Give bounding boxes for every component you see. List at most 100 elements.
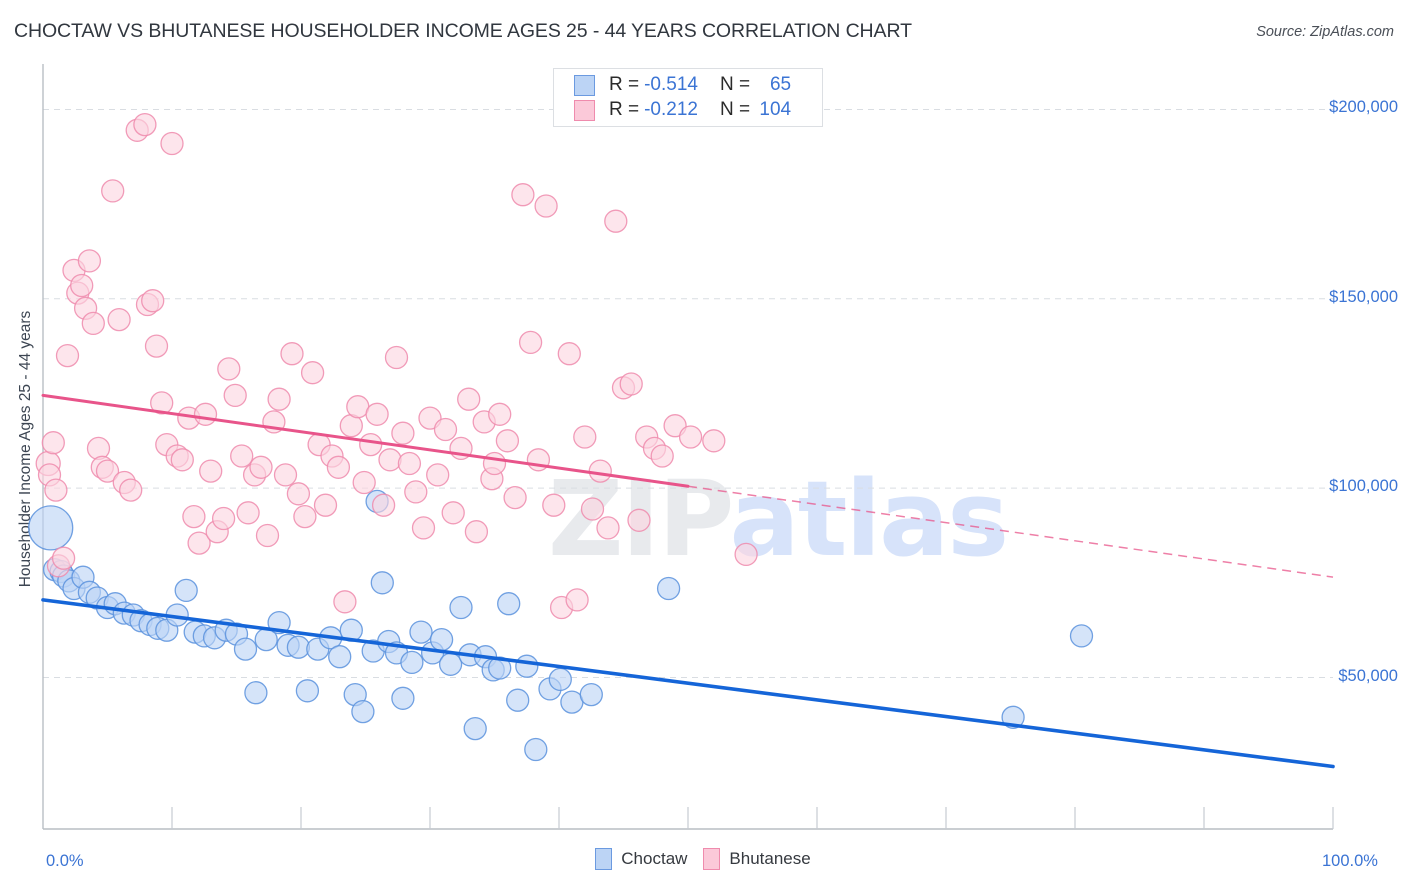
data-point — [702, 429, 726, 453]
data-point — [170, 448, 194, 472]
legend-row-bhutanese: R = -0.212 N = 104 — [574, 97, 791, 123]
series-label-bhutanese: Bhutanese — [729, 849, 811, 868]
data-point — [81, 311, 105, 336]
plot-area: ZIPatlas — [28, 64, 1335, 830]
data-point — [579, 682, 603, 707]
data-point — [286, 482, 311, 506]
data-point — [411, 516, 436, 540]
data-point — [580, 497, 605, 521]
data-point — [1069, 624, 1094, 648]
legend-row-choctaw: R = -0.514 N = 65 — [574, 72, 791, 98]
data-point — [77, 249, 102, 273]
data-point — [28, 505, 74, 551]
data-point — [295, 679, 320, 703]
data-point — [70, 273, 94, 298]
data-point — [217, 357, 241, 381]
data-point — [119, 478, 143, 502]
series-points-choctaw — [28, 489, 1094, 762]
page-title: CHOCTAW VS BHUTANESE HOUSEHOLDER INCOME … — [14, 20, 912, 42]
data-point — [482, 451, 507, 476]
series-points-bhutanese — [35, 112, 758, 620]
data-point — [400, 650, 424, 675]
data-point — [326, 455, 351, 479]
data-point — [384, 345, 409, 370]
data-point — [280, 342, 304, 366]
data-point — [351, 699, 375, 724]
data-point — [515, 654, 539, 678]
data-point — [44, 478, 68, 502]
series-legend-item-bhutanese[interactable]: Bhutanese — [703, 848, 811, 870]
data-point — [464, 520, 489, 544]
legend-swatch-choctaw — [574, 74, 595, 96]
data-point — [101, 179, 125, 203]
series-label-choctaw: Choctaw — [621, 849, 688, 868]
data-point — [438, 652, 463, 676]
data-point — [174, 578, 198, 603]
data-point — [273, 463, 298, 487]
trendline-choctaw — [41, 598, 1335, 769]
data-point — [86, 436, 111, 461]
legend-r-label-1: R = — [609, 99, 640, 120]
data-point — [244, 681, 268, 705]
source-attribution: Source: ZipAtlas.com — [1256, 24, 1394, 40]
data-point — [497, 592, 521, 616]
data-point — [300, 361, 325, 385]
data-point — [133, 112, 157, 137]
data-point — [249, 455, 273, 479]
data-point — [506, 688, 530, 712]
data-point — [495, 429, 520, 453]
data-point — [51, 546, 76, 570]
correlation-legend: R = -0.514 N = 65 R = -0.212 N = 104 — [553, 68, 823, 127]
data-point — [650, 444, 674, 468]
legend-n-label-0: N = — [719, 74, 751, 95]
scatter-svg — [28, 64, 1335, 830]
legend-r-value-1: -0.212 — [644, 99, 698, 120]
data-point — [41, 431, 65, 455]
data-point — [734, 542, 758, 567]
data-point — [426, 463, 450, 487]
data-point — [182, 504, 206, 529]
data-point — [503, 485, 527, 510]
data-point — [333, 590, 357, 614]
data-point — [352, 470, 376, 495]
data-point — [656, 576, 681, 601]
data-point — [391, 421, 415, 445]
data-point — [588, 459, 612, 483]
data-point — [441, 501, 465, 525]
data-point — [596, 516, 620, 540]
data-point — [236, 501, 260, 525]
x-axis-min-label: 0.0% — [46, 852, 84, 870]
data-point — [619, 372, 643, 396]
trendline-bhutanese — [41, 393, 690, 488]
y-tick-label-100000: $100,000 — [1329, 477, 1398, 496]
data-point — [557, 342, 581, 366]
legend-swatch-bhutanese — [574, 99, 595, 121]
data-point — [193, 402, 218, 426]
data-point — [107, 307, 131, 332]
data-point — [230, 444, 254, 468]
data-point — [542, 493, 566, 517]
data-point — [144, 334, 169, 358]
data-point — [449, 595, 473, 620]
data-point — [488, 656, 512, 680]
data-point — [511, 183, 535, 207]
data-point — [404, 480, 428, 504]
legend-r-value-0: -0.514 — [644, 74, 698, 95]
data-point — [95, 459, 120, 483]
data-point — [328, 645, 352, 669]
data-point — [359, 432, 383, 457]
data-point — [565, 588, 589, 612]
y-tick-label-200000: $200,000 — [1329, 98, 1398, 117]
data-point — [199, 459, 223, 483]
data-point — [223, 383, 247, 408]
data-point — [429, 627, 454, 652]
data-point — [255, 523, 280, 548]
trendline-bhutanese-projected — [687, 485, 1334, 578]
series-legend-item-choctaw[interactable]: Choctaw — [595, 848, 687, 870]
data-point — [371, 493, 396, 517]
data-point — [313, 493, 338, 517]
data-point — [160, 131, 184, 156]
data-point — [286, 635, 311, 659]
legend-n-value-1: 104 — [759, 99, 792, 120]
data-point — [409, 620, 433, 644]
